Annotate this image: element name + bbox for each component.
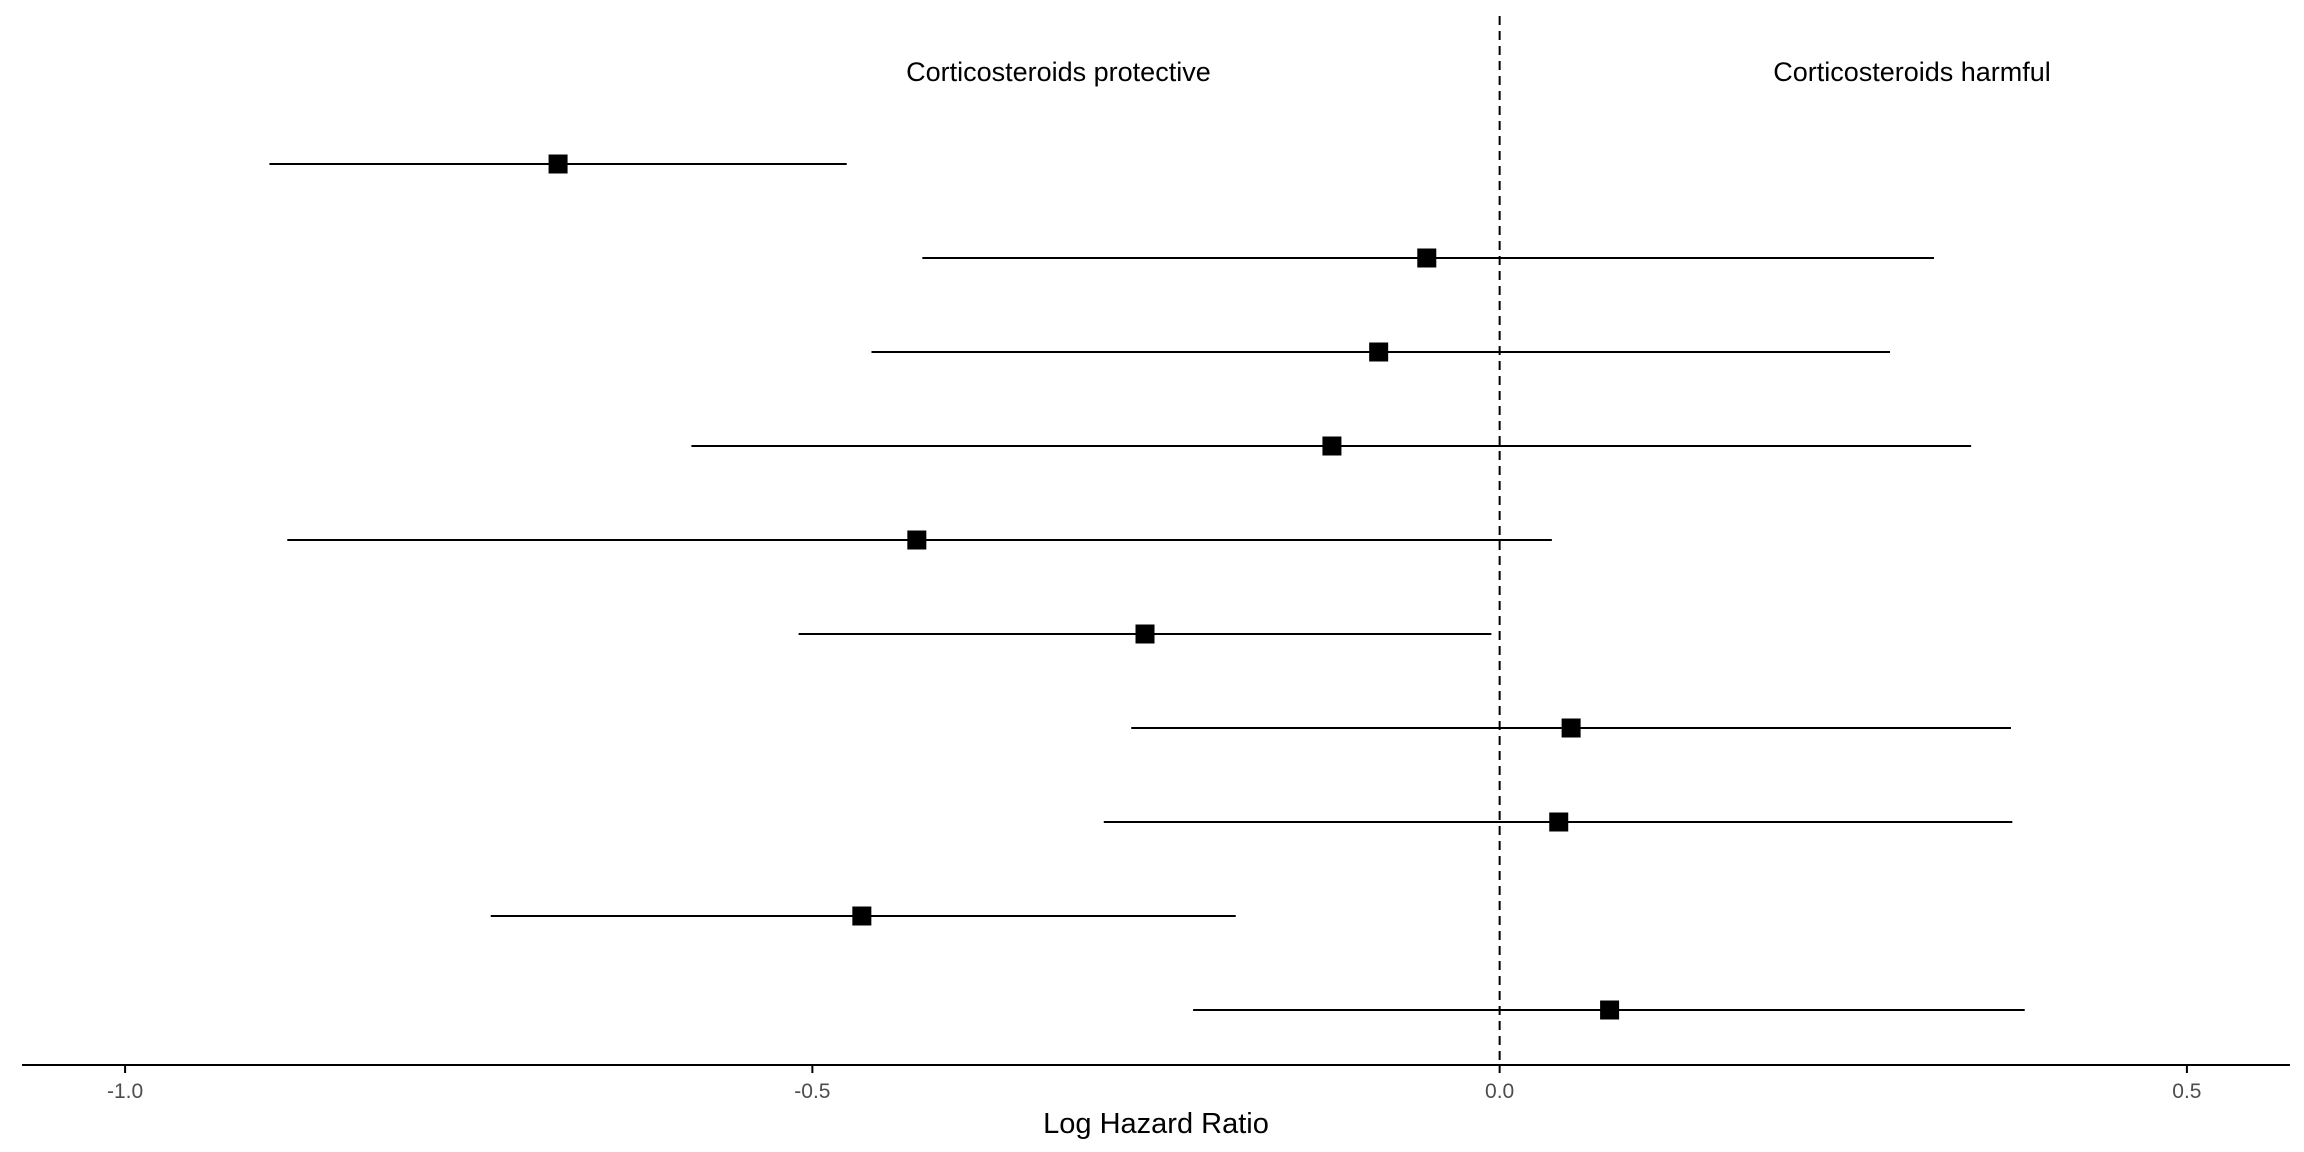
x-tick-label: -0.5 bbox=[794, 1080, 830, 1103]
x-axis-ticks: -1.0 -0.5 0.0 0.5 bbox=[107, 1065, 2202, 1103]
x-tick-label: 0.5 bbox=[2172, 1080, 2201, 1103]
point-estimate bbox=[852, 906, 872, 926]
x-tick-label: -1.0 bbox=[107, 1080, 143, 1103]
point-estimate bbox=[548, 154, 568, 174]
point-estimate bbox=[907, 530, 927, 550]
x-axis-title: Log Hazard Ratio bbox=[1043, 1108, 1269, 1140]
point-estimate bbox=[1322, 436, 1342, 456]
annotation-protective: Corticosteroids protective bbox=[906, 57, 1211, 87]
estimate-marks bbox=[269, 154, 2025, 1020]
point-estimate bbox=[1561, 718, 1581, 738]
point-estimate bbox=[1600, 1000, 1620, 1020]
annotation-harmful: Corticosteroids harmful bbox=[1773, 57, 2051, 87]
point-estimate bbox=[1549, 812, 1569, 832]
point-estimate bbox=[1417, 248, 1437, 268]
point-estimate bbox=[1369, 342, 1389, 362]
point-estimate bbox=[1135, 624, 1155, 644]
x-tick-label: 0.0 bbox=[1485, 1080, 1514, 1103]
